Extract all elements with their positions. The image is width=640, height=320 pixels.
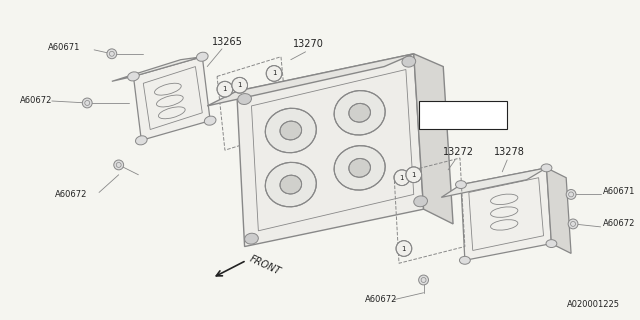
Text: 1: 1 [272, 70, 276, 76]
Ellipse shape [419, 275, 429, 285]
Text: 1: 1 [412, 172, 416, 178]
Text: 1: 1 [402, 245, 406, 252]
Polygon shape [547, 168, 571, 253]
Ellipse shape [541, 164, 552, 172]
Text: 1: 1 [237, 82, 242, 88]
Text: 13293: 13293 [446, 110, 479, 120]
Ellipse shape [406, 167, 422, 183]
Ellipse shape [349, 158, 371, 177]
Polygon shape [112, 57, 202, 81]
Text: A60671: A60671 [48, 44, 80, 52]
Ellipse shape [349, 103, 371, 122]
Ellipse shape [244, 233, 259, 244]
Polygon shape [413, 54, 453, 224]
Text: 13278: 13278 [494, 147, 525, 157]
Text: 13270: 13270 [292, 39, 324, 49]
Text: A60671: A60671 [602, 187, 635, 196]
Polygon shape [461, 168, 552, 260]
Ellipse shape [237, 93, 252, 104]
Ellipse shape [402, 56, 415, 67]
Ellipse shape [127, 72, 140, 81]
Ellipse shape [414, 196, 428, 207]
Ellipse shape [114, 160, 124, 170]
Ellipse shape [546, 240, 557, 248]
Ellipse shape [566, 189, 576, 199]
Ellipse shape [396, 241, 412, 256]
Ellipse shape [460, 256, 470, 264]
Ellipse shape [334, 91, 385, 135]
Polygon shape [134, 57, 210, 140]
Text: 1: 1 [400, 175, 404, 181]
Ellipse shape [456, 181, 467, 188]
Text: 13265: 13265 [212, 37, 243, 47]
Text: FRONT: FRONT [248, 254, 282, 277]
Ellipse shape [107, 49, 116, 59]
Ellipse shape [266, 108, 316, 153]
Ellipse shape [280, 175, 301, 194]
Text: 1: 1 [223, 86, 227, 92]
Text: 1: 1 [430, 110, 435, 119]
FancyBboxPatch shape [419, 101, 507, 129]
Text: A60672: A60672 [365, 295, 397, 304]
Ellipse shape [217, 81, 233, 97]
Ellipse shape [280, 121, 301, 140]
Ellipse shape [568, 219, 578, 229]
Ellipse shape [204, 116, 216, 125]
Text: A60672: A60672 [602, 220, 635, 228]
Ellipse shape [83, 98, 92, 108]
Polygon shape [441, 168, 547, 197]
Ellipse shape [232, 77, 248, 93]
Ellipse shape [422, 105, 442, 124]
Ellipse shape [334, 146, 385, 190]
Text: 13272: 13272 [444, 147, 474, 157]
Ellipse shape [196, 52, 208, 61]
Text: A60672: A60672 [55, 190, 87, 199]
Ellipse shape [394, 170, 410, 186]
Polygon shape [207, 54, 413, 106]
Text: A020001225: A020001225 [567, 300, 620, 309]
Ellipse shape [136, 136, 147, 145]
Polygon shape [237, 54, 424, 246]
Text: A60672: A60672 [20, 97, 52, 106]
Ellipse shape [266, 162, 316, 207]
Ellipse shape [266, 66, 282, 81]
